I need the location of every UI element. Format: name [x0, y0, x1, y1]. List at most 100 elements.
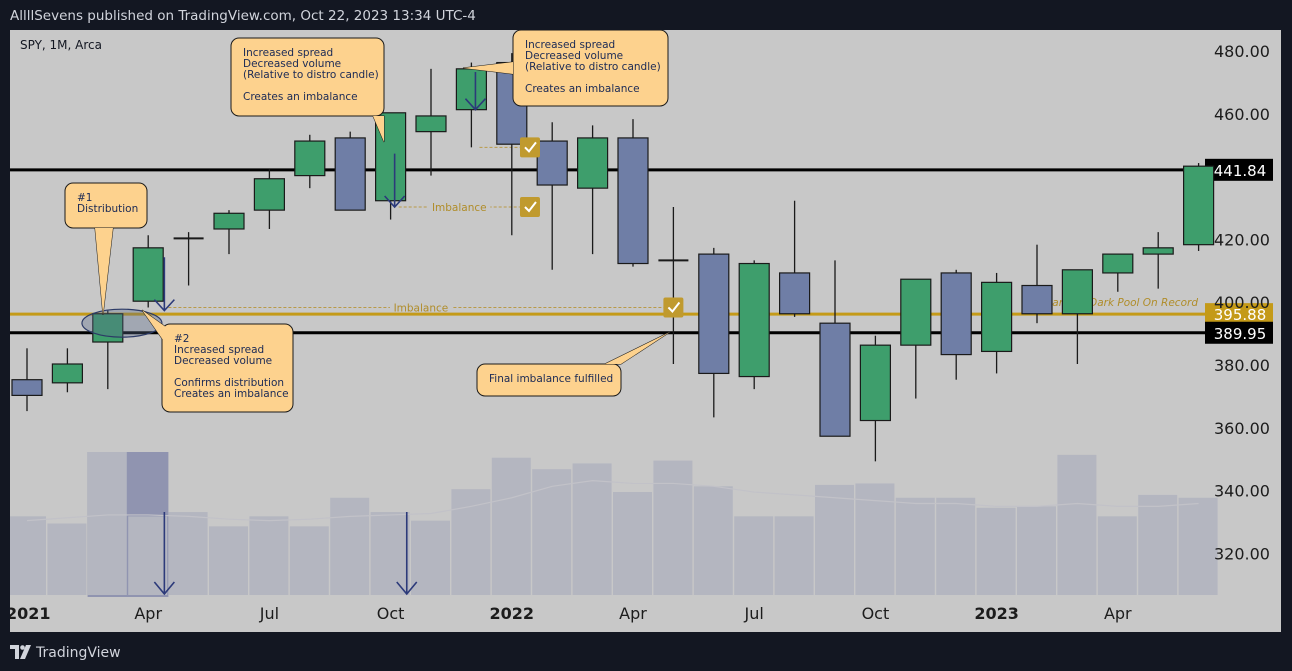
candle-body: [617, 137, 649, 265]
level-tag: [1205, 158, 1273, 181]
volume-bar: [10, 516, 46, 595]
volume-bar: [411, 520, 450, 595]
candle: [940, 269, 972, 380]
y-tick-label: 360.00: [1214, 419, 1270, 438]
volume-bar: [289, 526, 329, 595]
y-tick-label: 340.00: [1214, 482, 1270, 501]
symbol-label: SPY, 1M, Arca: [20, 38, 102, 52]
candle: [1182, 163, 1215, 251]
volume-bar: [370, 512, 410, 595]
level-label: 389.95: [1214, 325, 1267, 343]
volume-bar: [491, 457, 531, 595]
down-arrow: [464, 71, 487, 111]
candle-body: [1142, 247, 1174, 255]
candle-body: [819, 322, 851, 437]
tradingview-logo-icon[interactable]: [10, 643, 32, 661]
callout-tail-fill: [373, 116, 384, 142]
imbalance-label-bg: [428, 200, 491, 214]
candle: [859, 335, 892, 462]
volume-bar: [774, 516, 814, 595]
volume-bar: [653, 460, 693, 595]
callout-text-line: Creates an imbalance: [525, 83, 640, 95]
down-arrow: [384, 153, 406, 209]
candle: [1102, 253, 1134, 292]
candle-body: [778, 272, 811, 315]
chart-panel[interactable]: Imbalance Imbalance 441.84 395.88 Largest Da…: [10, 30, 1281, 632]
candle-body: [415, 115, 447, 133]
volume-bar: [572, 463, 612, 595]
volume-bar: [1178, 497, 1218, 595]
candle: [778, 200, 811, 317]
x-tick-label: Jul: [259, 604, 279, 623]
callout-text-line: Decreased volume: [174, 355, 272, 367]
volume-bar: [249, 516, 289, 595]
y-tick-label: 460.00: [1214, 105, 1270, 124]
callout-text-line: Decreased volume: [243, 58, 341, 70]
candle-body: [536, 140, 568, 186]
x-tick-label: 2021: [10, 604, 51, 623]
footer-bar: TradingView: [0, 636, 1292, 671]
volume-bar: [87, 452, 127, 595]
volume-bar: [1057, 454, 1097, 595]
imbalance-label: Imbalance: [394, 302, 449, 314]
candle: [1061, 269, 1094, 364]
level-tag: [1205, 321, 1273, 344]
candle: [132, 235, 164, 308]
callout-text-line: Creates an imbalance: [174, 388, 289, 400]
candle: [1142, 232, 1174, 289]
x-tick-label: Apr: [619, 604, 647, 623]
check-icon: [524, 141, 537, 153]
y-tick-label: 400.00: [1214, 293, 1270, 312]
candle-body: [900, 278, 932, 346]
volume-bar: [47, 523, 87, 595]
volume-arrow: [153, 512, 175, 596]
candle: [334, 131, 366, 211]
callout-text-line: Decreased volume: [525, 50, 623, 62]
callout-text-line: Final imbalance fulfilled: [489, 373, 613, 385]
y-tick-label: 380.00: [1214, 356, 1270, 375]
volume-bar: [613, 492, 652, 595]
check-icon: [667, 301, 681, 313]
brand-label[interactable]: TradingView: [36, 645, 121, 661]
callout-text-line: #1: [77, 192, 92, 204]
candle: [415, 68, 447, 176]
candle: [536, 122, 568, 270]
level-label: 395.88: [1214, 306, 1267, 324]
publish-line: AllllSevens published on TradingView.com…: [10, 8, 476, 24]
callout-text-line: Distribution: [77, 203, 138, 215]
imbalance-label-bg: [389, 300, 452, 315]
candle: [11, 348, 43, 412]
candle-body: [253, 178, 285, 211]
x-tick-label: Oct: [377, 604, 405, 623]
candle-body: [1061, 269, 1094, 315]
y-tick-label: 420.00: [1214, 230, 1270, 249]
candle: [819, 260, 851, 437]
candle: [658, 207, 689, 364]
candle-body: [132, 247, 164, 302]
candle: [1021, 244, 1053, 324]
candle: [576, 125, 609, 255]
x-tick-label: Jul: [744, 604, 764, 623]
candle-body: [980, 281, 1013, 353]
check-marker: [519, 197, 540, 217]
distribution-ellipse: [81, 308, 163, 338]
candle: [738, 260, 770, 390]
publish-header: AllllSevens published on TradingView.com…: [0, 0, 1292, 30]
check-marker: [519, 137, 540, 158]
volume-bar: [693, 486, 733, 595]
candle: [213, 210, 245, 255]
volume-bar: [1097, 516, 1137, 595]
callout: Final imbalance fulfilled: [476, 331, 671, 397]
candle-body: [51, 363, 84, 384]
imbalance-label: Imbalance: [432, 202, 487, 214]
candle: [617, 119, 649, 267]
callout-text-line: Confirms distribution: [174, 377, 284, 389]
candle-body: [334, 137, 366, 211]
volume-bar: [1017, 506, 1056, 595]
x-tick-label: 2023: [974, 604, 1019, 623]
level-label: 441.84: [1214, 162, 1267, 180]
